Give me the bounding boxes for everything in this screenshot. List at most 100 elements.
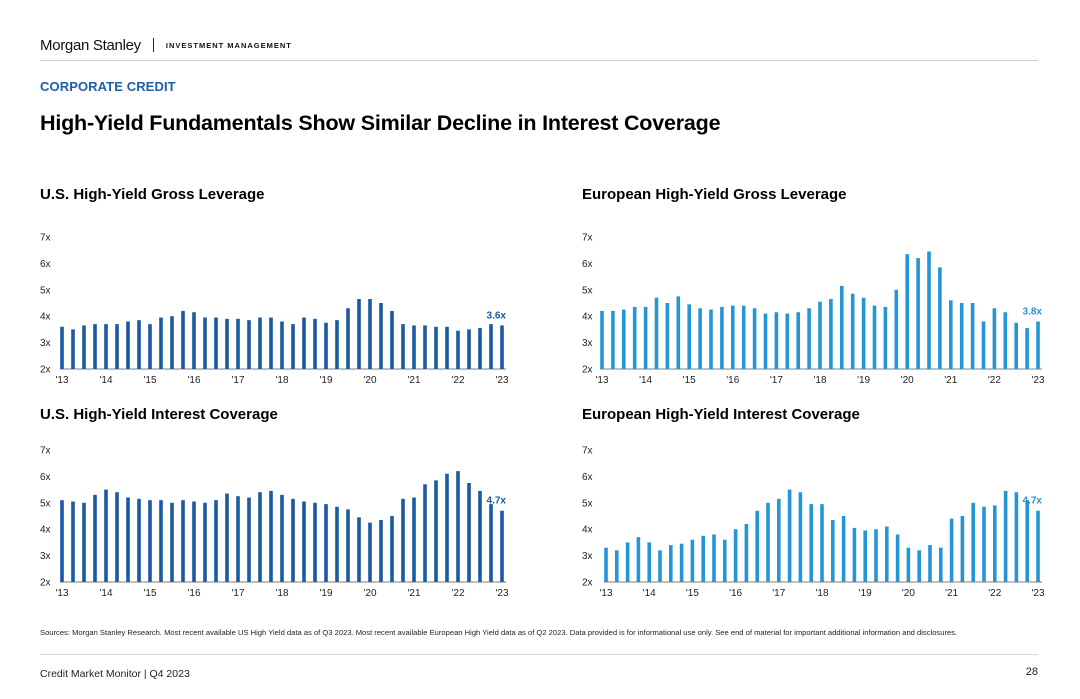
bar <box>970 303 975 369</box>
bar <box>401 324 405 369</box>
bar <box>809 504 813 582</box>
bar <box>225 318 229 369</box>
bar <box>500 325 504 369</box>
bar <box>917 550 921 582</box>
section-label: CORPORATE CREDIT <box>40 79 176 94</box>
bar <box>434 326 438 369</box>
x-tick-label: '19 <box>859 588 872 599</box>
bar <box>137 320 141 369</box>
bar <box>203 502 207 582</box>
x-tick-label: '14 <box>99 588 112 599</box>
latest-value-label: 3.6x <box>487 310 507 321</box>
bar <box>192 312 196 369</box>
x-tick-label: '16 <box>187 588 200 599</box>
bar <box>982 506 986 582</box>
bar <box>600 310 604 369</box>
x-tick-label: '17 <box>770 375 783 386</box>
bar <box>679 543 684 582</box>
bar <box>665 303 670 369</box>
bar <box>148 324 152 369</box>
bar <box>611 310 615 369</box>
x-tick-label: '19 <box>857 375 870 386</box>
x-tick-label: '16 <box>187 375 200 386</box>
bar <box>423 484 427 582</box>
bar <box>1036 510 1040 582</box>
x-tick-label: '15 <box>143 375 156 386</box>
bar <box>981 321 986 369</box>
bar <box>214 500 218 582</box>
bar <box>796 312 800 369</box>
bar <box>412 497 416 582</box>
x-tick-label: '22 <box>988 375 1001 386</box>
bar <box>192 501 196 582</box>
y-tick-label: 4x <box>40 312 51 323</box>
x-tick-label: '19 <box>319 588 332 599</box>
bar <box>712 534 716 582</box>
bar <box>445 326 449 369</box>
bar <box>181 310 185 369</box>
y-tick-label: 6x <box>582 472 593 483</box>
bar <box>346 308 350 369</box>
y-tick-label: 4x <box>40 525 51 536</box>
bar <box>434 480 438 582</box>
bar <box>467 329 471 369</box>
bar <box>71 501 75 582</box>
bar <box>126 321 130 369</box>
bar <box>1014 492 1019 582</box>
y-tick-label: 7x <box>40 233 51 244</box>
bar <box>632 306 637 369</box>
bar <box>829 299 833 369</box>
latest-value-label: 4.7x <box>487 496 507 507</box>
bar <box>720 306 724 369</box>
bar <box>456 471 460 582</box>
bar <box>291 324 295 369</box>
bar <box>850 293 855 369</box>
bar <box>478 490 482 582</box>
y-tick-label: 6x <box>40 259 51 270</box>
x-tick-label: '18 <box>815 588 828 599</box>
bar <box>676 296 681 369</box>
bar <box>423 325 427 369</box>
bar <box>181 500 185 582</box>
bar <box>690 539 695 582</box>
bar <box>622 309 626 369</box>
bar <box>478 328 482 369</box>
bar <box>701 535 705 582</box>
x-tick-label: '21 <box>944 375 957 386</box>
eu-coverage-chart: 2x 3x 4x 5x 6x 7x '13 '14 '15 '16 '17 '18 '19 '20 '21 '… <box>582 446 1045 600</box>
bar <box>669 545 673 582</box>
bar <box>643 306 648 369</box>
x-tick-label: '21 <box>407 588 420 599</box>
x-tick-label: '18 <box>275 375 288 386</box>
bar <box>247 320 251 369</box>
bar <box>291 498 295 582</box>
bar <box>379 519 383 582</box>
bar <box>654 297 659 369</box>
bar <box>115 492 119 582</box>
bar <box>82 502 86 582</box>
bar <box>777 498 781 582</box>
bar <box>852 527 857 582</box>
bar <box>755 510 759 582</box>
bar <box>636 537 641 582</box>
y-tick-label: 5x <box>40 498 51 509</box>
x-tick-label: '19 <box>319 375 332 386</box>
bar <box>456 330 460 369</box>
x-tick-label: '22 <box>988 588 1001 599</box>
bar <box>818 301 822 369</box>
bar <box>280 321 284 369</box>
bar <box>500 510 504 582</box>
bar <box>489 504 493 582</box>
bar <box>489 324 493 369</box>
bar <box>379 303 383 369</box>
bar <box>687 304 691 369</box>
bar <box>137 498 141 582</box>
y-tick-label: 5x <box>582 285 593 296</box>
bar <box>960 516 965 582</box>
bar <box>60 500 64 582</box>
y-tick-label: 3x <box>40 338 51 349</box>
bar <box>1025 500 1029 582</box>
bar <box>445 473 449 582</box>
bar <box>905 254 909 369</box>
bar <box>126 497 130 582</box>
